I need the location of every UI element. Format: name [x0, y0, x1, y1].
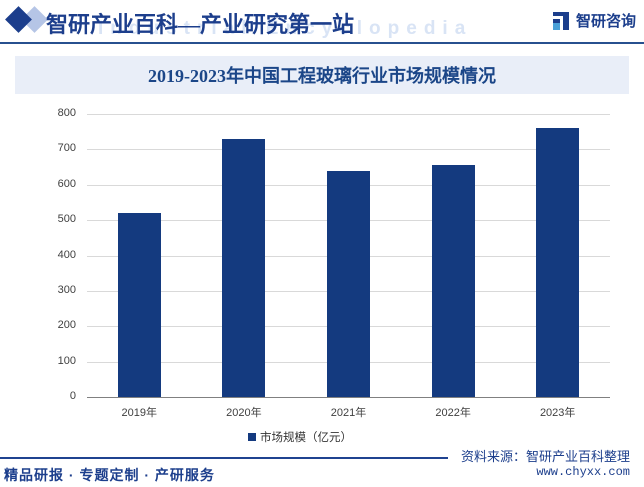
site-header: Industrial Encyclopedia 智研产业百科—产业研究第一站 智… [0, 0, 644, 44]
bar-2023年 [536, 128, 580, 397]
y-axis-tick-label: 100 [57, 354, 76, 367]
website-url: www.chyxx.com [536, 465, 630, 479]
y-axis-tick-label: 700 [57, 142, 76, 155]
chart-title: 2019-2023年中国工程玻璃行业市场规模情况 [148, 66, 496, 86]
x-axis-line [87, 397, 610, 398]
y-axis-tick-label: 400 [57, 248, 76, 261]
gridline [87, 114, 610, 115]
header-divider [0, 42, 644, 44]
x-axis-label: 2020年 [226, 407, 262, 419]
x-axis-label: 2022年 [435, 407, 471, 419]
y-axis-tick-label: 600 [57, 177, 76, 190]
bar-chart: 市场规模（亿元） 0 100 200 300 400 500 600 700 800 2019年 2… [57, 107, 610, 445]
source-text: 资料来源：智研产业百科整理 [460, 449, 630, 464]
y-axis-tick-label: 500 [57, 213, 76, 226]
bar-2022年 [431, 165, 475, 397]
y-axis-tick-label: 300 [57, 283, 76, 296]
chart-title-banner: 2019-2023年中国工程玻璃行业市场规模情况 [15, 56, 629, 94]
brand-name: 智研咨询 [575, 13, 636, 30]
footer-divider [0, 457, 448, 459]
x-axis-label: 2023年 [539, 407, 576, 419]
site-title: 智研产业百科—产业研究第一站 [46, 12, 355, 37]
bar-2020年 [222, 138, 266, 397]
brand-logo: 智研咨询 [551, 10, 636, 31]
legend-label: 市场规模（亿元） [260, 432, 352, 444]
y-axis-tick-label: 0 [69, 390, 76, 402]
header-watermark: Industrial Encyclopedia [98, 18, 473, 39]
legend-swatch-icon [248, 433, 256, 441]
zhiyan-logo-icon [552, 11, 569, 30]
x-axis-label: 2019年 [121, 407, 158, 419]
x-axis-label: 2021年 [330, 407, 367, 419]
y-axis-tick-label: 800 [57, 107, 76, 119]
gridline [87, 149, 610, 151]
footer-services: 精品研报 · 专题定制 · 产研服务 [4, 467, 215, 483]
bar-2019年 [117, 213, 161, 397]
source-block: 资料来源：智研产业百科整理 www.chyxx.com [461, 449, 630, 480]
y-axis-tick-label: 200 [57, 319, 76, 332]
chart-legend: 市场规模（亿元） [248, 429, 352, 445]
bar-2021年 [327, 170, 370, 397]
